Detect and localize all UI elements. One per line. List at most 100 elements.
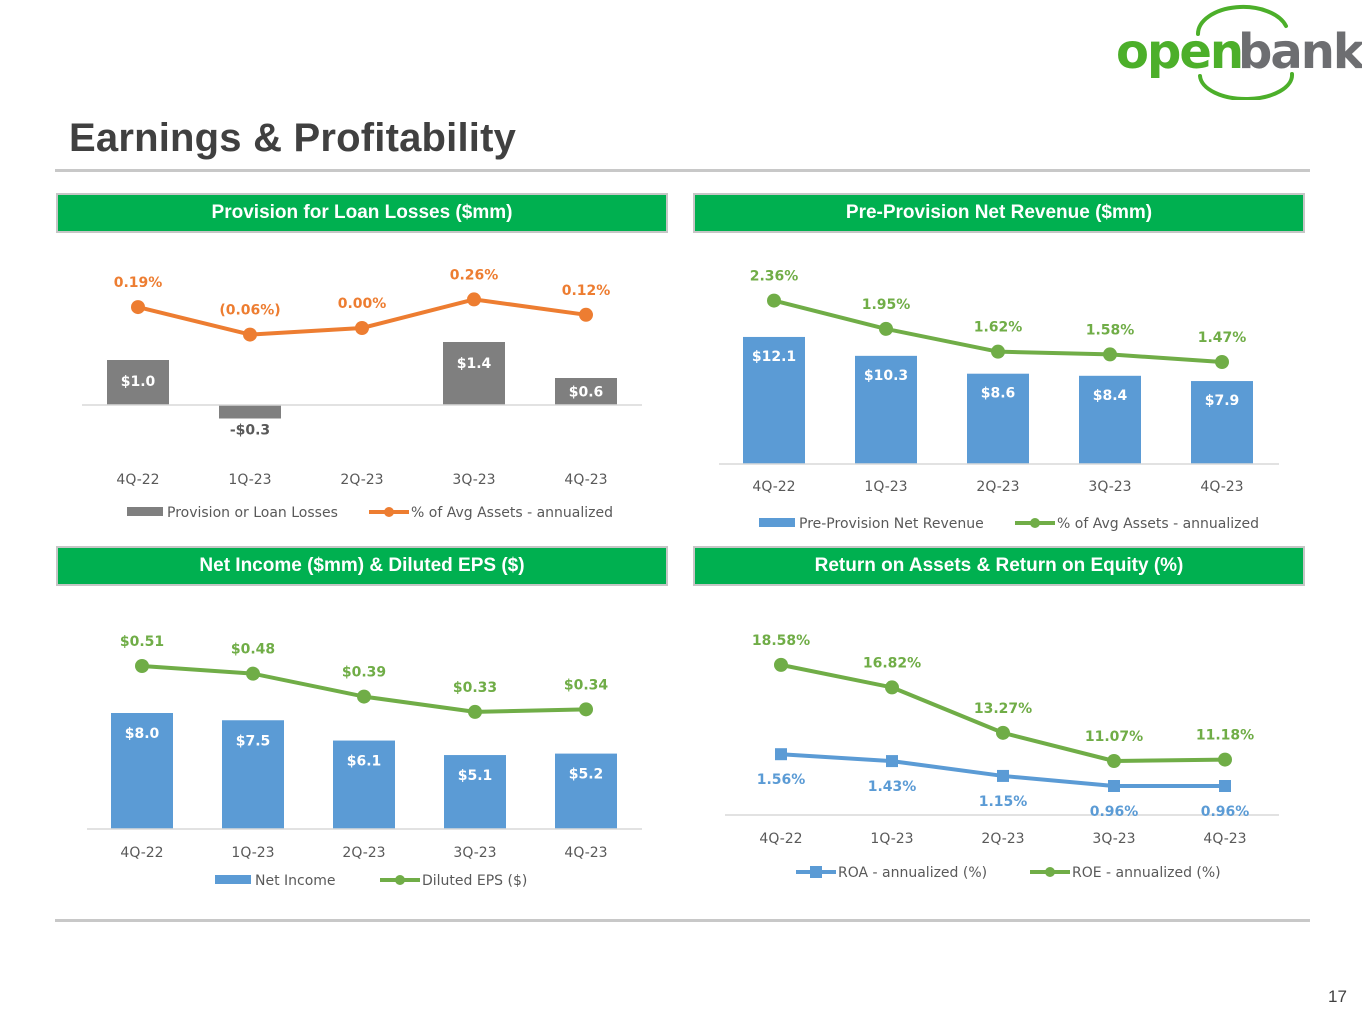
roa-point — [1219, 780, 1231, 792]
legend-swatch-marker — [1045, 867, 1055, 877]
x-tick-label: 4Q-22 — [759, 831, 802, 847]
line-point — [767, 293, 781, 308]
provision-chart: $1.0 -$0.3 $1.4 $0.6 0.19% (0.06%) 0.00% 0.26% 0… — [82, 267, 642, 521]
legend-swatch-marker — [810, 866, 822, 878]
line-point — [1215, 355, 1229, 369]
x-tick-label: 3Q-23 — [452, 472, 495, 488]
bar-data-label: $8.0 — [125, 726, 160, 742]
legend-label: ROA - annualized (%) — [838, 865, 987, 881]
x-tick-label: 4Q-22 — [116, 472, 159, 488]
line-data-label: 0.00% — [338, 296, 387, 312]
line-data-label: $0.48 — [231, 642, 275, 658]
logo-swoosh-top — [1195, 4, 1288, 36]
footer-divider — [55, 919, 1310, 922]
x-tick-label: 4Q-23 — [1203, 831, 1246, 847]
roe-data-label: 16.82% — [863, 655, 921, 671]
line-point — [579, 307, 593, 322]
legend-label: Net Income — [255, 873, 336, 889]
bar-data-label: $7.9 — [1205, 393, 1240, 409]
roa-point — [997, 769, 1009, 782]
line-data-label: 0.26% — [450, 267, 499, 283]
legend-swatch-bar — [127, 507, 163, 516]
line-point — [135, 659, 149, 673]
x-tick-label: 3Q-23 — [453, 845, 496, 861]
panel-header-roa-roe: Return on Assets & Return on Equity (%) — [693, 546, 1305, 586]
page-title: Earnings & Profitability — [69, 116, 517, 160]
bar-data-label: $6.1 — [347, 754, 382, 770]
line-data-label: 1.47% — [1198, 330, 1247, 346]
roa-roe-chart: 18.58% 16.82% 13.27% 11.07% 11.18% 1.56% 1.43%… — [725, 633, 1279, 881]
panel-header-ppnr: Pre-Provision Net Revenue ($mm) — [693, 193, 1305, 233]
bar — [333, 740, 395, 829]
legend-label: % of Avg Assets - annualized — [411, 505, 613, 521]
roe-data-label: 18.58% — [752, 633, 810, 649]
openbank-logo: open bank — [1116, 4, 1362, 100]
bar — [1079, 375, 1141, 464]
line-data-label: $0.39 — [342, 665, 386, 681]
line-point — [468, 704, 482, 719]
bar-data-label: $1.0 — [121, 374, 156, 390]
ppnr-chart: $12.1 $10.3 $8.6 $8.4 $7.9 2.36% 1.95% 1.62% 1.5… — [719, 269, 1279, 532]
roe-point — [885, 680, 899, 695]
title-divider — [55, 169, 1310, 172]
line-point — [991, 344, 1005, 359]
line-point — [131, 300, 145, 315]
x-tick-label: 2Q-23 — [976, 479, 1019, 495]
bar-data-label: $8.4 — [1093, 388, 1128, 404]
panel-title: Net Income ($mm) & Diluted EPS ($) — [199, 555, 525, 576]
legend-swatch-bar — [759, 518, 795, 527]
line-point — [879, 321, 893, 336]
line-point — [246, 666, 260, 681]
x-tick-label: 4Q-23 — [564, 845, 607, 861]
bar — [743, 336, 805, 464]
x-tick-label: 4Q-22 — [120, 845, 163, 861]
bar-data-label: $5.1 — [458, 768, 493, 784]
legend-label: % of Avg Assets - annualized — [1057, 516, 1259, 532]
logo-text-open: open — [1116, 24, 1242, 80]
legend-swatch-marker — [384, 507, 394, 517]
bar — [555, 378, 617, 405]
logo-swoosh-bottom — [1198, 72, 1295, 100]
x-tick-label: 4Q-23 — [1200, 479, 1243, 495]
x-tick-label: 4Q-23 — [564, 472, 607, 488]
bar-data-label: $5.2 — [569, 767, 604, 783]
bar — [222, 720, 284, 829]
roe-point — [996, 725, 1010, 740]
line-point — [467, 292, 481, 307]
bar — [1191, 381, 1253, 464]
legend-swatch-marker — [395, 875, 405, 885]
legend-swatch-bar — [215, 875, 251, 884]
bar-data-label: $10.3 — [864, 368, 908, 384]
roe-data-label: 13.27% — [974, 701, 1032, 717]
x-tick-label: 3Q-23 — [1088, 479, 1131, 495]
x-tick-label: 2Q-23 — [340, 472, 383, 488]
line-data-label: 2.36% — [750, 269, 799, 285]
x-tick-label: 1Q-23 — [870, 831, 913, 847]
line-point — [579, 702, 593, 717]
bar — [555, 753, 617, 829]
line-point — [243, 327, 257, 342]
x-tick-label: 2Q-23 — [981, 831, 1024, 847]
x-tick-label: 1Q-23 — [231, 845, 274, 861]
roa-point — [1108, 780, 1120, 792]
bar — [111, 713, 173, 829]
x-tick-label: 4Q-22 — [752, 479, 795, 495]
roa-data-label: 1.56% — [757, 772, 806, 788]
line-point — [357, 689, 371, 704]
bar-data-label: $12.1 — [752, 349, 796, 365]
legend-label: Provision or Loan Losses — [167, 505, 338, 521]
bar — [443, 342, 505, 405]
bar-data-label: $8.6 — [981, 386, 1016, 402]
roe-point — [1218, 752, 1232, 767]
bar-data-label: $1.4 — [457, 356, 492, 372]
roe-data-label: 11.18% — [1196, 728, 1254, 744]
panel-title: Return on Assets & Return on Equity (%) — [814, 555, 1184, 576]
panel-title: Provision for Loan Losses ($mm) — [211, 202, 513, 223]
roa-data-label: 1.15% — [979, 794, 1028, 810]
line-data-label: 0.12% — [562, 283, 611, 299]
line-data-label: 1.58% — [1086, 322, 1135, 338]
legend-label: Diluted EPS ($) — [422, 873, 527, 889]
roa-data-label: 0.96% — [1201, 804, 1250, 820]
roa-point — [775, 748, 787, 761]
logo-text-bank: bank — [1238, 24, 1362, 80]
